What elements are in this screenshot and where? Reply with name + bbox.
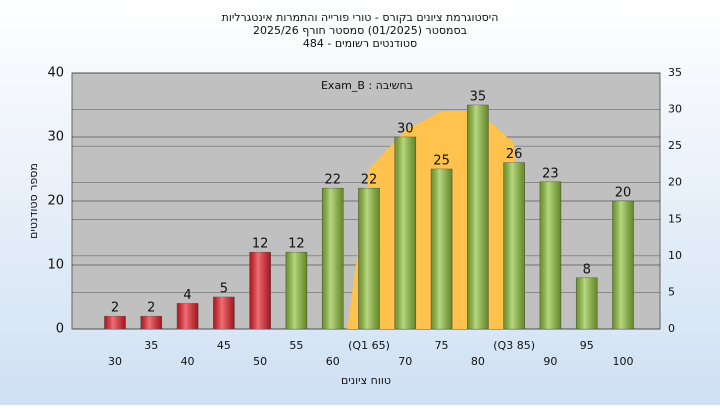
title-line: היסטוגרמת ציונים בקורס - טורי פורייה והת… [222,11,499,24]
y2-tick-label: 10 [668,249,682,262]
value-label: 2 [147,301,155,316]
x-tick-label: 30 [108,355,122,368]
y-tick-label: 30 [47,130,64,145]
value-label: 4 [183,288,191,303]
bar-shade [467,105,489,329]
value-label: 30 [397,122,414,137]
bar-shade [431,169,453,329]
value-label: 20 [615,186,632,201]
x-tick-label: 95 [580,339,594,352]
bar-shade [503,162,525,329]
x-tick-label: 55 [289,339,303,352]
bar-shade [394,137,416,329]
y2-tick-label: 20 [668,176,682,189]
value-label: 23 [542,166,559,181]
value-label: 8 [583,262,591,277]
x-tick-label: (Q3 85) [493,339,535,352]
x-tick-label: 80 [471,355,485,368]
value-label: 26 [506,147,523,162]
bar-shade [213,297,235,329]
value-label: 12 [252,237,269,252]
bar-shade [249,252,271,329]
value-label: 35 [470,90,487,105]
x-tick-label: 35 [144,339,158,352]
y-tick-label: 40 [47,66,64,81]
bar-shade [576,277,598,329]
y2-tick-label: 25 [668,139,682,152]
x-tick-label: 60 [326,355,340,368]
x-tick-label: 45 [217,339,231,352]
y-tick-label: 10 [47,258,64,273]
bar-shade [539,181,561,329]
bar-shade [322,188,344,329]
y2-tick-label: 15 [668,212,682,225]
bar-shade [177,303,199,329]
x-tick-label: 40 [181,355,195,368]
y2-tick-label: 30 [668,103,682,116]
x-tick-label: 50 [253,355,267,368]
bar-shade [104,316,126,329]
bar-shade [358,188,380,329]
x-tick-label: 75 [435,339,449,352]
value-label: 22 [324,173,341,188]
x-tick-label: (Q1 65) [348,339,390,352]
title-line: סטודנטים רשומים - 484 [303,37,417,50]
bar-shade [285,252,307,329]
bar-shade [140,316,162,329]
value-label: 25 [433,154,450,169]
y2-tick-label: 5 [668,285,675,298]
x-tick-label: 70 [398,355,412,368]
y-tick-label: 20 [47,194,64,209]
y2-tick-label: 0 [668,322,675,335]
y-tick-label: 0 [56,322,64,337]
x-tick-label: 100 [613,355,634,368]
y-axis-label: מספר סטודנטים [27,163,40,239]
y2-tick-label: 35 [668,66,682,79]
x-axis-label: טווח ציונים [341,374,391,387]
x-tick-label: 90 [543,355,557,368]
title-line: בסמסטר (01/2025) סמסטר חורף 2025/26 [253,24,467,37]
value-label: 12 [288,237,305,252]
value-label: 22 [361,173,378,188]
value-label: 2 [111,301,119,316]
value-label: 5 [220,282,228,297]
bar-shade [612,201,634,329]
annotation: בחשיבה : Exam_B [321,79,413,92]
